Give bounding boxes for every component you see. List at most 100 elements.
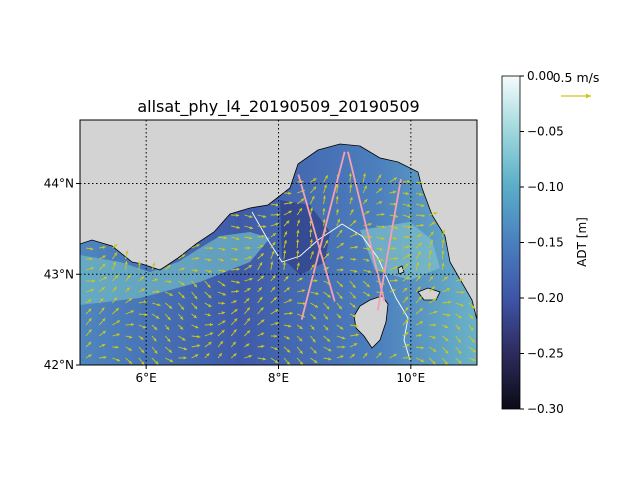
colorbar-tick-label: −0.05 <box>527 125 564 139</box>
velocity-arrowhead <box>445 350 449 354</box>
satellite-track <box>300 151 346 320</box>
velocity-arrowhead <box>325 253 330 257</box>
velocity-arrowhead <box>167 316 171 321</box>
velocity-arrowhead <box>181 254 186 258</box>
velocity-arrowhead <box>246 343 250 347</box>
velocity-arrowhead <box>236 213 240 217</box>
velocity-arrowhead <box>328 348 332 352</box>
velocity-arrowhead <box>286 349 291 353</box>
velocity-arrowhead <box>259 296 263 301</box>
velocity-arrowhead <box>88 329 92 333</box>
velocity-arrowhead <box>181 267 185 271</box>
velocity-arrowhead <box>405 332 409 336</box>
velocity-arrowhead <box>364 352 368 357</box>
velocity-arrowhead <box>430 231 434 235</box>
velocity-arrowhead <box>222 269 226 273</box>
velocity-arrowhead <box>416 261 420 266</box>
velocity-arrowhead <box>102 330 106 334</box>
velocity-arrowhead <box>246 318 251 322</box>
velocity-arrowhead <box>140 336 144 340</box>
velocity-arrowhead <box>221 329 225 334</box>
velocity-arrowhead <box>326 306 330 310</box>
velocity-arrowhead <box>222 320 226 324</box>
velocity-arrowhead <box>169 359 174 362</box>
velocity-arrowhead <box>446 288 451 292</box>
velocity-arrowhead <box>324 175 328 179</box>
colorbar-tick-label: 0.00 <box>527 69 554 83</box>
velocity-arrowhead <box>299 350 303 354</box>
velocity-arrowhead <box>407 225 412 229</box>
velocity-arrowhead <box>115 274 119 279</box>
velocity-arrowhead <box>419 308 423 312</box>
velocity-arrowhead <box>417 251 421 255</box>
velocity-arrowhead <box>337 315 342 319</box>
velocity-arrowhead <box>88 308 92 312</box>
lon-tick-label: 8°E <box>268 371 289 385</box>
velocity-arrowhead <box>393 354 397 357</box>
velocity-arrowhead <box>296 262 300 266</box>
velocity-arrowhead <box>378 188 383 192</box>
velocity-arrowhead <box>312 338 316 343</box>
velocity-arrowhead <box>288 191 292 195</box>
velocity-arrowhead <box>428 250 432 254</box>
velocity-arrowhead <box>128 335 133 339</box>
velocity-arrowhead <box>90 247 94 251</box>
velocity-arrowhead <box>341 336 346 340</box>
velocity-arrowhead <box>284 231 288 235</box>
velocity-arrowhead <box>460 303 464 307</box>
lon-tick-label: 10°E <box>396 371 425 385</box>
velocity-arrowhead <box>419 321 424 325</box>
velocity-arrowhead <box>441 239 445 243</box>
velocity-arrowhead <box>406 344 410 348</box>
velocity-arrowhead <box>273 297 277 301</box>
velocity-arrowhead <box>102 245 106 249</box>
velocity-arrowhead <box>286 220 290 224</box>
velocity-arrowhead <box>197 335 201 339</box>
velocity-arrowhead <box>442 229 446 233</box>
velocity-arrowhead <box>392 190 397 194</box>
velocity-arrowhead <box>112 261 116 265</box>
velocity-arrowhead <box>221 283 226 287</box>
velocity-arrowhead <box>208 342 212 346</box>
velocity-arrowhead <box>339 229 343 234</box>
velocity-arrowhead <box>444 337 449 342</box>
velocity-arrowhead <box>208 294 212 299</box>
velocity-arrowhead <box>309 239 313 243</box>
velocity-arrowhead <box>406 254 411 258</box>
velocity-arrowhead <box>313 350 317 354</box>
velocity-arrowhead <box>288 299 293 303</box>
velocity-arrowhead <box>335 195 339 200</box>
velocity-arrowhead <box>100 298 104 302</box>
velocity-arrowhead <box>286 287 290 291</box>
velocity-arrowhead <box>88 341 92 346</box>
velocity-arrowhead <box>221 311 225 315</box>
velocity-arrowhead <box>207 313 211 317</box>
velocity-arrowhead <box>420 223 424 227</box>
velocity-arrowhead <box>88 318 92 322</box>
velocity-arrowhead <box>168 279 172 284</box>
velocity-arrowhead <box>154 278 158 282</box>
velocity-arrowhead <box>285 276 289 280</box>
velocity-arrowhead <box>394 214 399 218</box>
velocity-arrowhead <box>458 360 462 364</box>
velocity-arrowhead <box>327 294 331 298</box>
velocity-arrowhead <box>322 207 326 212</box>
velocity-arrowhead <box>283 250 287 254</box>
velocity-arrowhead <box>234 309 238 313</box>
velocity-arrowhead <box>261 344 265 349</box>
velocity-arrowhead <box>348 173 353 177</box>
lat-tick-label: 44°N <box>44 177 74 191</box>
velocity-arrowhead <box>363 185 367 189</box>
velocity-arrowhead <box>260 244 264 248</box>
velocity-arrowhead <box>248 265 252 269</box>
satellite-tracks <box>297 151 402 320</box>
velocity-arrowhead <box>457 339 461 343</box>
velocity-arrowhead <box>364 199 368 203</box>
velocity-arrowhead <box>312 186 317 190</box>
velocity-arrowhead <box>165 326 170 330</box>
velocity-arrowhead <box>271 250 275 255</box>
velocity-arrowhead <box>394 278 398 283</box>
velocity-arrowhead <box>431 286 435 290</box>
velocity-arrowhead <box>210 246 214 250</box>
velocity-arrowhead <box>167 338 171 342</box>
